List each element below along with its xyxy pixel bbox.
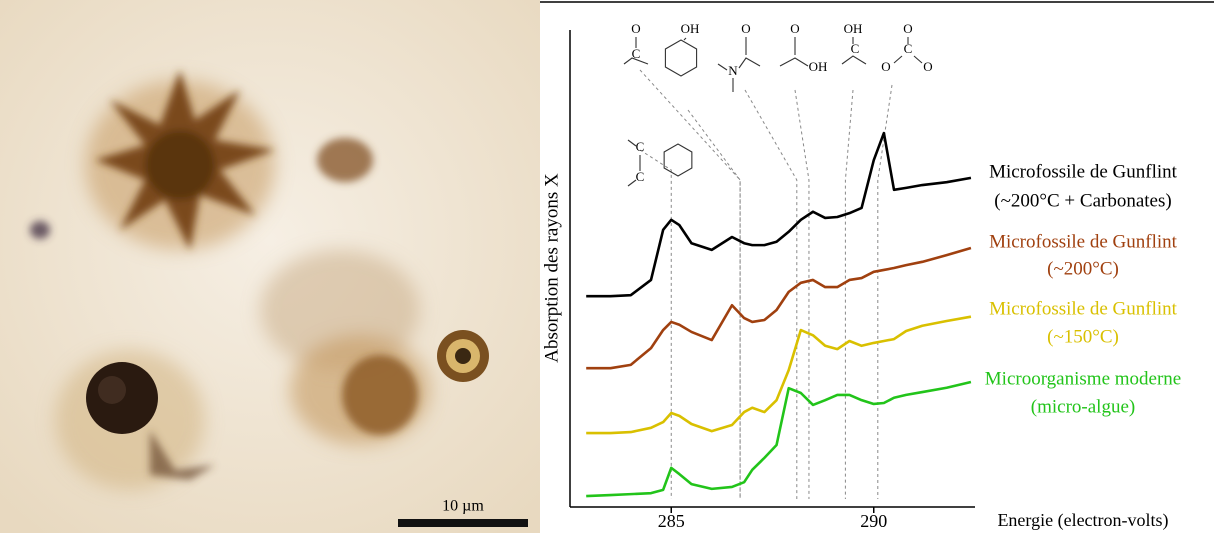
bond: [893, 55, 903, 64]
bond: [683, 37, 687, 41]
legend-label: (~200°C + Carbonates): [994, 190, 1171, 211]
reference-line: [639, 69, 741, 499]
dark-cell-highlight: [98, 376, 126, 404]
atom-label: C: [851, 41, 860, 56]
atom-label: N: [728, 63, 738, 78]
bond: [738, 57, 761, 69]
reference-line: [639, 149, 672, 499]
legend-label: (~200°C): [1047, 258, 1119, 279]
atom-label: C: [904, 41, 913, 56]
atom-label: O: [881, 59, 890, 74]
atom-label: OH: [809, 59, 828, 74]
ring: [663, 143, 693, 177]
bond: [779, 57, 809, 67]
atom-label: C: [636, 139, 645, 154]
spectrum-line: [586, 315, 972, 435]
bond: [717, 63, 728, 71]
bond: [841, 55, 867, 65]
bond: [627, 139, 637, 147]
ring-cell-core: [455, 348, 471, 364]
reference-line: [844, 89, 854, 499]
legend-label: Microorganisme moderne: [985, 368, 1181, 389]
bond: [627, 179, 637, 187]
y-axis-label: Absorption des rayons X: [541, 173, 562, 363]
atom-label: O: [631, 21, 640, 36]
legend-label: (~150°C): [1047, 326, 1119, 347]
bond: [913, 55, 923, 64]
legend-label: Microfossile de Gunflint: [989, 161, 1178, 182]
spectrum-line: [586, 246, 972, 370]
atom-label: OH: [681, 21, 700, 36]
atom-label: C: [636, 169, 645, 184]
x-tick-label: 290: [860, 511, 887, 531]
scale-bar: [398, 519, 528, 527]
x-tick-label: 285: [658, 511, 685, 531]
reference-line: [877, 84, 893, 499]
atom-label: O: [741, 21, 750, 36]
legend-label: (micro-algue): [1031, 396, 1135, 417]
reference-line: [687, 109, 741, 499]
scale-bar-label: 10 µm: [442, 498, 484, 515]
atom-label: O: [790, 21, 799, 36]
cells: [30, 70, 418, 480]
reference-line: [794, 89, 810, 499]
bond: [623, 57, 649, 65]
atom-label: O: [923, 59, 932, 74]
ring: [664, 39, 698, 77]
legend-label: Microfossile de Gunflint: [989, 231, 1178, 252]
legend-label: Microfossile de Gunflint: [989, 298, 1178, 319]
atom-label: OH: [844, 21, 863, 36]
atom-label: O: [903, 21, 912, 36]
x-axis-label: Energie (electron-volts): [997, 510, 1168, 531]
spectrum-line: [586, 380, 972, 498]
micrograph: 10 µm: [0, 0, 540, 533]
spectrum-line: [586, 131, 972, 298]
reference-line: [744, 89, 798, 499]
atom-label: C: [632, 46, 641, 61]
